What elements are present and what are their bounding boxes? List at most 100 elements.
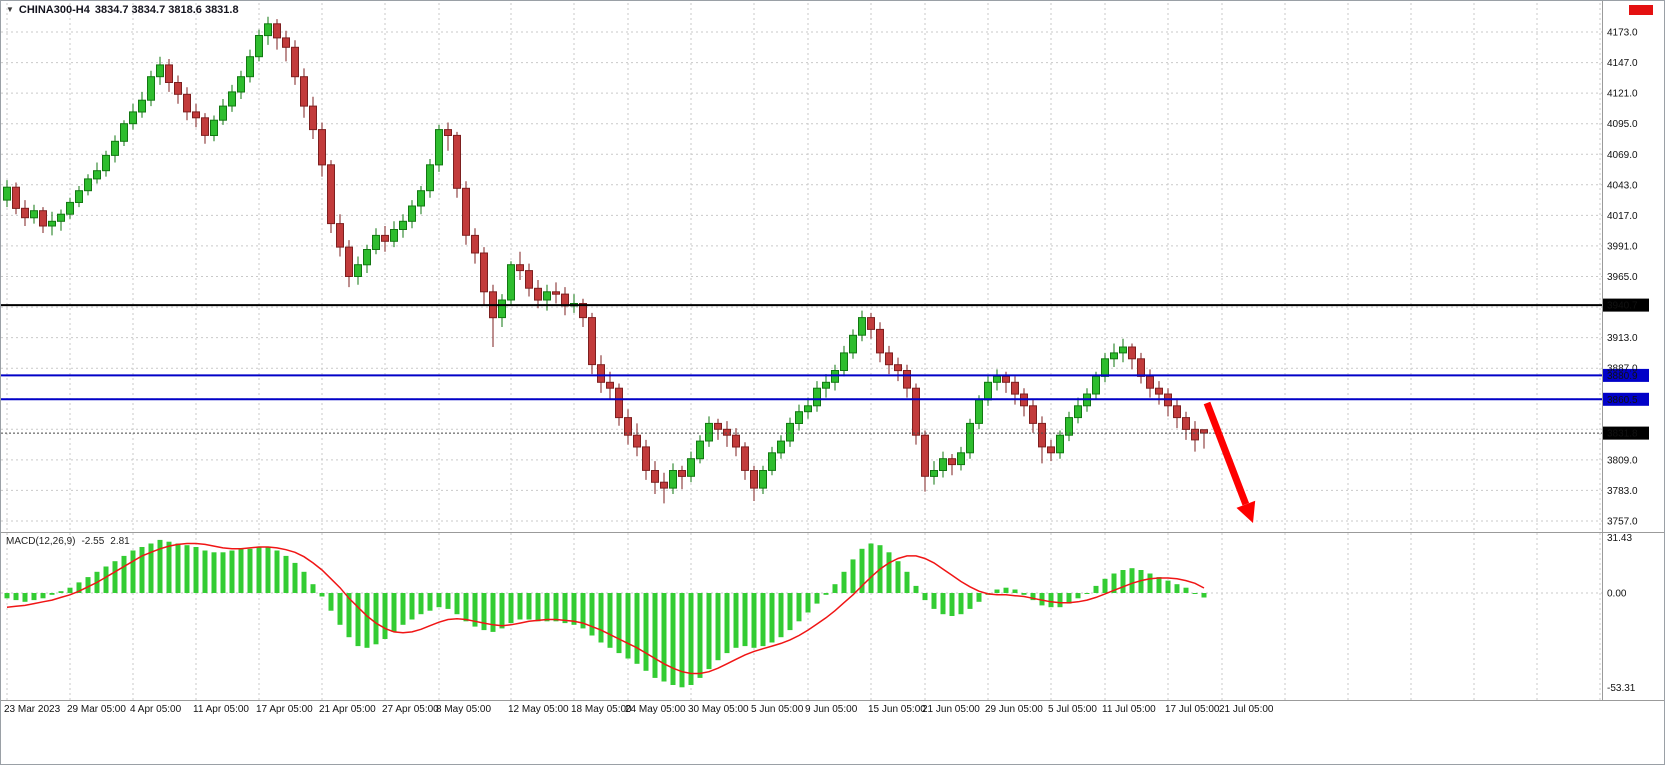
candle-body — [363, 249, 371, 266]
candle-body — [525, 270, 533, 289]
candle-body — [435, 129, 443, 166]
candle-body — [687, 458, 695, 477]
candle-body — [219, 105, 227, 121]
macd-histogram-bar — [364, 593, 370, 648]
candle-body — [534, 287, 542, 301]
candle-body — [282, 37, 290, 48]
price-badge — [1603, 298, 1649, 312]
macd-histogram-bar — [1174, 584, 1180, 593]
macd-histogram-bar — [319, 593, 325, 597]
macd-histogram-bar — [31, 593, 37, 601]
macd-histogram-bar — [517, 593, 523, 620]
macd-histogram-bar — [400, 593, 406, 625]
candle-body — [912, 387, 920, 436]
candle-body — [1038, 422, 1046, 448]
candle-body — [507, 264, 515, 301]
candle-body — [21, 207, 29, 219]
macd-histogram-bar — [139, 547, 145, 593]
candle-body — [606, 381, 614, 389]
symbol-dropdown-icon[interactable]: ▼ — [6, 5, 14, 14]
macd-histogram-bar — [1102, 578, 1108, 593]
candle-body — [1047, 446, 1055, 454]
candle-body — [246, 56, 254, 78]
macd-histogram-bar — [625, 593, 631, 659]
macd-histogram-bar — [1147, 573, 1153, 593]
macd-histogram-bar — [274, 550, 280, 593]
candle-body — [930, 470, 938, 477]
price-axis-label: 3809.0 — [1607, 455, 1638, 466]
candle-body — [804, 405, 812, 413]
candle-body — [201, 117, 209, 136]
macd-histogram-bar — [913, 585, 919, 593]
gridlines — [1, 3, 1602, 700]
price-axis-label: 3991.0 — [1607, 241, 1638, 252]
chart-header[interactable]: ▼ CHINA300-H4 3834.7 3834.7 3818.6 3831.… — [6, 4, 239, 16]
candle-body — [291, 46, 299, 78]
macd-histogram-bar — [436, 593, 442, 608]
macd-histogram-bar — [544, 593, 550, 622]
candle-body — [102, 154, 110, 172]
macd-histogram-bar — [715, 593, 721, 661]
candle-body — [993, 375, 1001, 383]
time-axis-label: 11 Jul 05:00 — [1102, 704, 1156, 715]
macd-histogram-bar — [733, 593, 739, 648]
candle-body — [885, 352, 893, 366]
price-axis-label: 4095.0 — [1607, 119, 1638, 130]
macd-histogram-bar — [688, 593, 694, 685]
macd-histogram-bar — [823, 593, 829, 595]
symbol-timeframe-label: CHINA300-H4 — [18, 4, 90, 16]
macd-histogram-bar — [607, 593, 613, 648]
price-axis-label: 4147.0 — [1607, 58, 1638, 69]
candle-body — [849, 334, 857, 354]
candle-body — [111, 140, 119, 156]
macd-histogram-bar — [526, 593, 532, 620]
candle-body — [1092, 375, 1100, 395]
trend-arrow-shaft[interactable] — [1203, 401, 1250, 506]
candle-body — [39, 210, 47, 227]
candle-body — [1200, 429, 1208, 434]
macd-histogram-bar — [553, 593, 559, 622]
macd-histogram-bar — [157, 539, 163, 593]
candle-body — [12, 186, 20, 209]
macd-histogram-bar — [310, 584, 316, 593]
price-axis-label: 4173.0 — [1607, 28, 1638, 39]
macd-histogram-bar — [796, 593, 802, 622]
candle-body — [543, 291, 551, 301]
candle-body — [741, 446, 749, 471]
macd-histogram-bar — [886, 552, 892, 593]
macd-histogram-bar — [751, 593, 757, 648]
macd-histogram-bar — [247, 548, 253, 593]
candle-body — [615, 387, 623, 419]
macd-signal-value: 2.81 — [110, 536, 130, 547]
candle-body — [237, 76, 245, 93]
macd-histogram-bar — [355, 593, 361, 647]
macd-histogram-bar — [841, 571, 847, 593]
macd-histogram-bar — [40, 593, 46, 599]
macd-histogram-bar — [1120, 570, 1126, 593]
time-axis-label: 9 Jun 05:00 — [805, 704, 858, 715]
candle-body — [795, 411, 803, 425]
candle-body — [210, 119, 218, 136]
candle-body — [705, 422, 713, 442]
time-axis-label: 27 Apr 05:00 — [382, 704, 439, 715]
candle-body — [129, 111, 137, 125]
candle-body — [345, 246, 353, 278]
ohlc-values: 3834.7 3834.7 3818.6 3831.8 — [94, 4, 239, 16]
candle-body — [498, 299, 506, 319]
price-badge — [1603, 426, 1649, 440]
macd-histogram-bar — [382, 593, 388, 639]
macd-signal-line — [6, 542, 1205, 675]
macd-histogram-bar — [1048, 593, 1054, 608]
candle-body — [1119, 346, 1127, 354]
candle-body — [192, 111, 200, 119]
candle-body — [678, 470, 686, 477]
macd-histogram-bar — [85, 577, 91, 593]
candle-body — [633, 434, 641, 448]
macd-histogram-bar — [1165, 580, 1171, 593]
macd-histogram-bar — [850, 559, 856, 593]
macd-histogram-bar — [697, 593, 703, 678]
trend-arrow-head[interactable] — [1236, 500, 1256, 523]
candle-body — [723, 428, 731, 436]
macd-histogram-bar — [949, 593, 955, 616]
